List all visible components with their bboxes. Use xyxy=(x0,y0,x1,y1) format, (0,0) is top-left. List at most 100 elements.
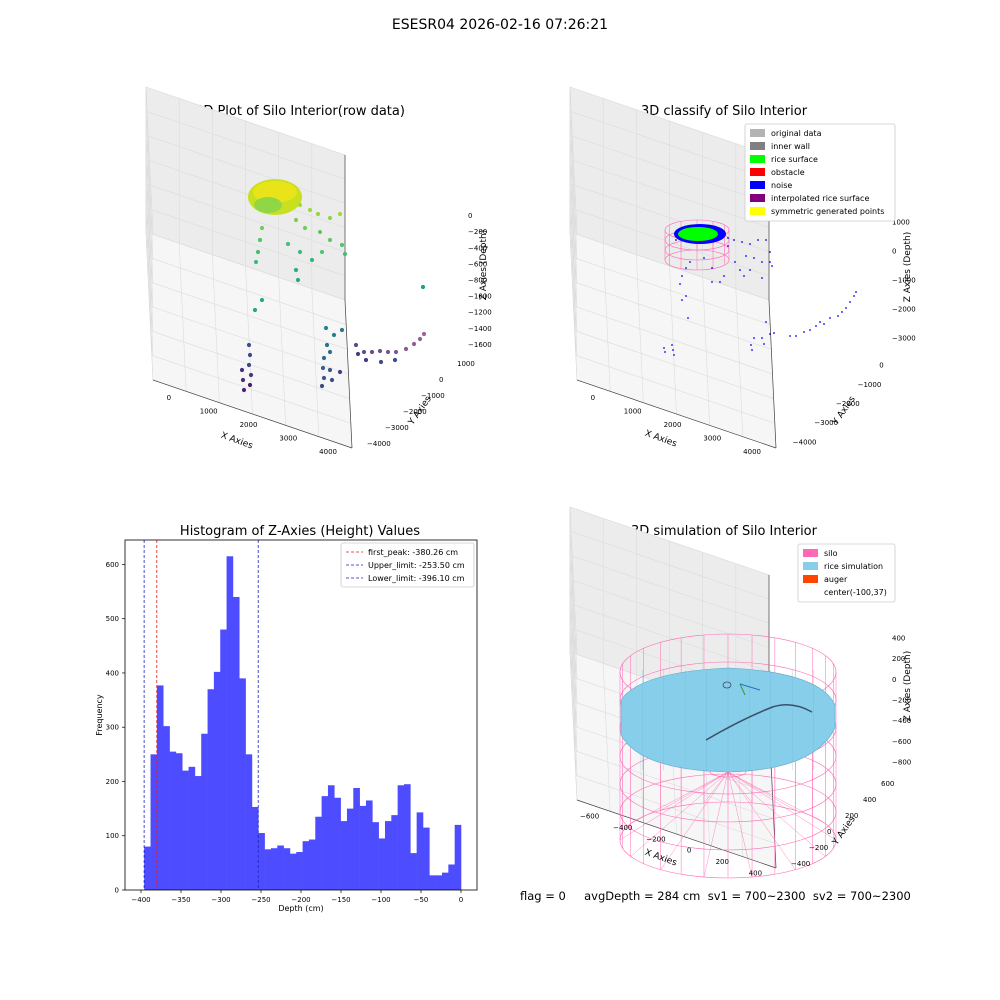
noise-point xyxy=(763,343,765,345)
noise-point xyxy=(809,329,811,331)
y-tick-label: −3000 xyxy=(814,419,838,427)
histogram-bar xyxy=(391,815,398,890)
legend-swatch xyxy=(803,549,818,557)
histogram-bar xyxy=(296,852,303,890)
noise-point xyxy=(815,325,817,327)
data-point xyxy=(393,349,399,355)
histogram-bar xyxy=(327,785,335,890)
noise-point xyxy=(689,261,691,263)
y-tick-label: 600 xyxy=(106,561,119,569)
data-point xyxy=(327,237,333,243)
y-tick-label: −2000 xyxy=(836,400,860,408)
rice-surface xyxy=(678,227,718,241)
noise-point xyxy=(789,335,791,337)
panel2-axes-box xyxy=(569,86,777,449)
noise-point xyxy=(749,243,751,245)
silo-wire xyxy=(727,771,796,870)
z-tick-label: −200 xyxy=(892,697,911,705)
histogram-bar xyxy=(378,838,386,890)
z-tick-label: −400 xyxy=(892,717,911,725)
legend-swatch xyxy=(750,181,765,189)
data-point xyxy=(319,383,325,389)
data-point xyxy=(327,349,333,355)
z-tick-label: −3000 xyxy=(892,335,916,343)
panel4-title: 3D simulation of Silo Interior xyxy=(631,524,817,539)
z-tick-label: 0 xyxy=(892,676,896,684)
x-tick-label: 0 xyxy=(459,896,463,904)
legend-label: symmetric generated points xyxy=(771,207,884,216)
panel2-zlabel: Z Axies (Depth) xyxy=(903,232,913,303)
histogram-bar xyxy=(201,733,208,890)
data-point xyxy=(257,237,263,243)
z-tick-label: −200 xyxy=(468,228,487,236)
x-tick-label: −300 xyxy=(211,896,230,904)
data-point xyxy=(411,341,417,347)
data-point xyxy=(315,211,321,217)
legend-label: rice surface xyxy=(771,155,818,164)
panel4-tick-labels: −600 −400 −200 0 200 400 600 400 200 0 −200 −400 400… xyxy=(580,634,911,877)
y-tick-label: 1000 xyxy=(457,360,475,368)
auger-shadow xyxy=(705,704,813,741)
noise-point xyxy=(757,239,759,241)
z-tick-label: −1000 xyxy=(892,277,916,285)
z-tick-label: −1400 xyxy=(468,325,492,333)
y-tick-label: 200 xyxy=(106,778,119,786)
x-tick-label: −600 xyxy=(580,813,599,821)
silo-ring xyxy=(619,773,837,851)
histogram-bar xyxy=(163,726,170,890)
histogram-bar xyxy=(359,805,367,890)
panel1-title: 3D Plot of Silo Interior(row data) xyxy=(195,104,405,119)
y-tick-label: 100 xyxy=(106,832,119,840)
data-point xyxy=(302,225,308,231)
noise-point xyxy=(765,321,767,323)
data-point xyxy=(240,377,246,383)
silo-wire xyxy=(630,771,729,857)
histogram-bar xyxy=(372,822,379,890)
noise-point xyxy=(734,261,736,263)
x-tick-label: −50 xyxy=(414,896,429,904)
grid-line xyxy=(145,111,154,260)
legend-swatch xyxy=(750,194,765,202)
histogram-bar xyxy=(334,797,341,890)
noise-point xyxy=(753,337,755,339)
data-point xyxy=(369,349,375,355)
histogram-bar xyxy=(182,770,189,890)
z-tick-label: 200 xyxy=(892,655,905,663)
legend-frame xyxy=(744,123,896,222)
noise-point xyxy=(703,257,705,259)
noise-point xyxy=(845,307,847,309)
x-tick-label: 0 xyxy=(167,394,171,402)
data-point xyxy=(297,249,303,255)
data-point xyxy=(337,369,343,375)
legend-label: Lower_limit: -396.10 cm xyxy=(368,574,465,583)
z-tick-label: −2000 xyxy=(892,306,916,314)
data-point xyxy=(246,342,252,348)
noise-point xyxy=(719,235,721,237)
noise-point xyxy=(753,257,755,259)
y-tick-label: 400 xyxy=(106,669,119,677)
legend-label: silo xyxy=(824,549,838,558)
histogram-bar xyxy=(194,776,202,890)
panel4-rice-surface xyxy=(620,667,836,773)
data-point xyxy=(417,336,423,342)
legend-swatch xyxy=(750,155,765,163)
histogram-bar xyxy=(308,839,316,890)
y-tick-label: −3000 xyxy=(385,424,409,432)
data-point xyxy=(420,284,426,290)
y-tick-label: −200 xyxy=(809,844,828,852)
y-tick-label: 400 xyxy=(863,796,876,804)
panel4-zlabel: Z Axies (Depth) xyxy=(903,651,913,722)
x-tick-label: −200 xyxy=(646,835,665,843)
noise-point xyxy=(672,349,674,351)
data-point xyxy=(247,352,253,358)
data-point xyxy=(321,355,327,361)
figure-title: ESESR04 2026-02-16 07:26:21 xyxy=(391,17,609,33)
panel2-data-points xyxy=(663,219,857,356)
noise-point xyxy=(727,245,729,247)
histogram-bar xyxy=(384,821,392,890)
status-footer: flag = 0 avgDepth = 284 cm sv1 = 700~230… xyxy=(520,889,911,903)
grid-line xyxy=(569,531,578,680)
silo-wire xyxy=(660,771,729,870)
